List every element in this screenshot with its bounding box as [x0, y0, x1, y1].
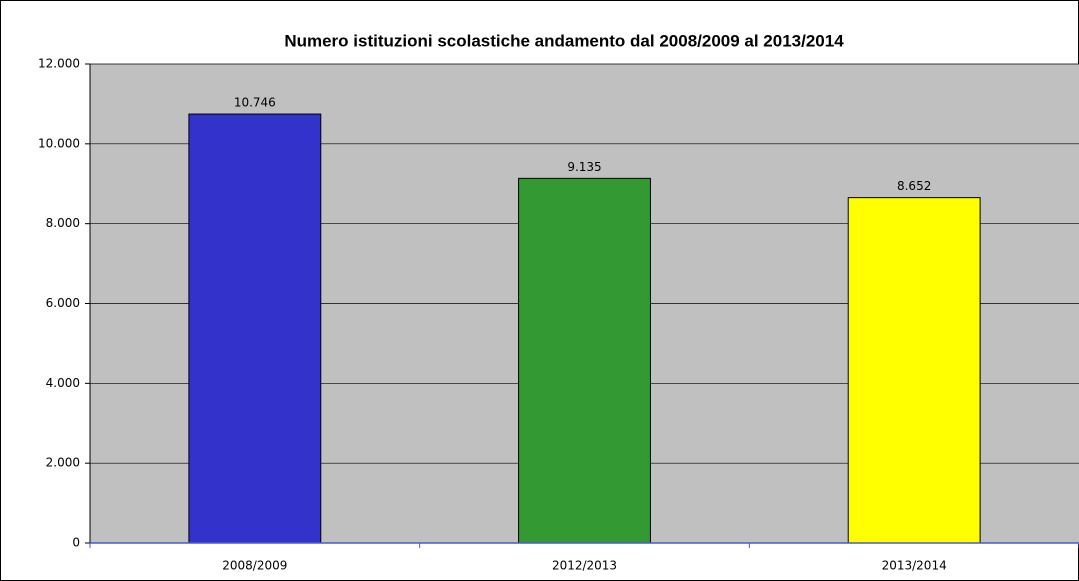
value-label: 9.135: [567, 160, 601, 174]
value-label: 10.746: [234, 96, 276, 110]
x-tick-label: 2012/2013: [552, 559, 617, 573]
y-tick-label: 12.000: [38, 57, 80, 71]
bar: [188, 113, 322, 544]
y-tick-label: 6.000: [46, 296, 80, 310]
y-tick-label: 2.000: [46, 456, 80, 470]
bar: [847, 197, 981, 544]
y-tick-label: 4.000: [46, 376, 80, 390]
y-tick-label: 10.000: [38, 136, 80, 150]
chart-title: Numero istituzioni scolastiche andamento…: [284, 31, 844, 50]
x-tick-label: 2013/2014: [882, 559, 947, 573]
bar: [518, 177, 651, 544]
y-tick-label: 8.000: [46, 216, 80, 230]
value-label: 8.652: [897, 179, 931, 193]
y-tick-label: 0: [72, 536, 80, 550]
x-tick-label: 2008/2009: [222, 559, 287, 573]
